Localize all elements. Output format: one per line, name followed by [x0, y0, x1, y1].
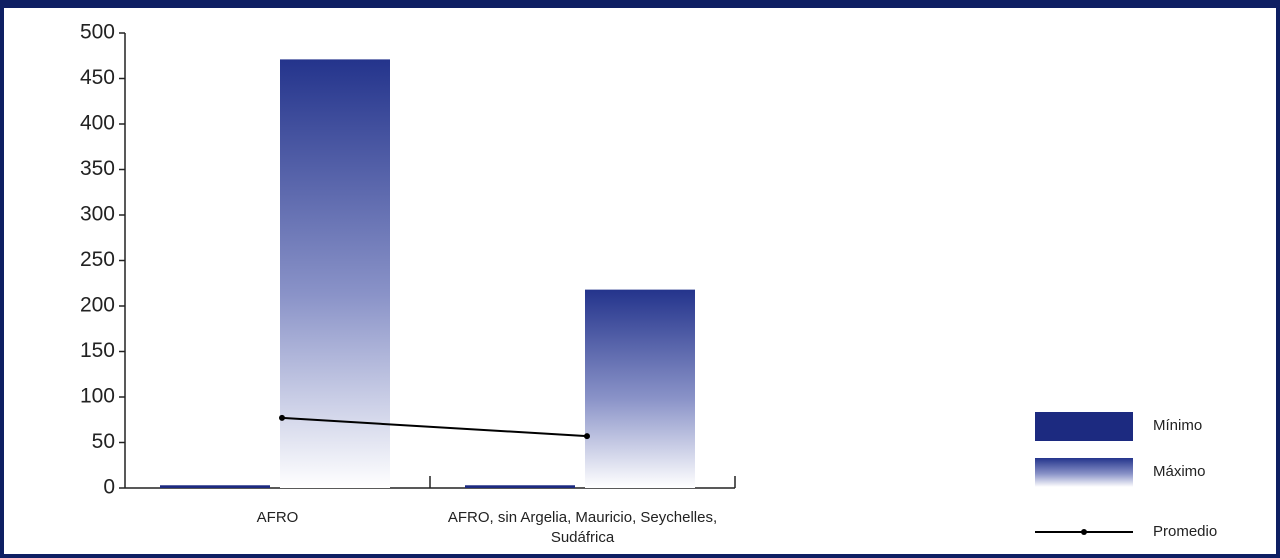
y-tick-label: 100 [80, 385, 115, 408]
y-tick-label: 400 [80, 112, 115, 135]
line [281, 416, 588, 438]
y-tick-label: 350 [80, 157, 115, 180]
y-tick-label: 500 [80, 21, 115, 44]
header-band [0, 0, 1280, 8]
line-point [279, 414, 285, 421]
y-tick-label: 50 [92, 430, 115, 453]
legend-label: Mínimo [1153, 417, 1202, 434]
legend-label: Máximo [1153, 463, 1206, 480]
legend-swatch [1035, 412, 1133, 441]
y-tick-label: 450 [80, 66, 115, 89]
bar [280, 59, 390, 488]
y-tick-label: 200 [80, 294, 115, 317]
legend-label: Promedio [1153, 523, 1217, 540]
legend-swatch [1035, 458, 1133, 487]
bar [585, 289, 695, 488]
y-tick-label: 250 [80, 248, 115, 271]
y-tick-label: 300 [80, 203, 115, 226]
line-point [584, 433, 590, 440]
y-tick-label: 0 [103, 476, 115, 499]
x-tick-label: AFRO [256, 509, 299, 526]
legend-point [1081, 529, 1087, 535]
y-tick-label: 150 [80, 339, 115, 362]
bar [465, 485, 575, 488]
bar [160, 485, 270, 488]
x-tick-label: AFRO, sin Argelia, Mauricio, Seychelles,… [447, 509, 718, 546]
